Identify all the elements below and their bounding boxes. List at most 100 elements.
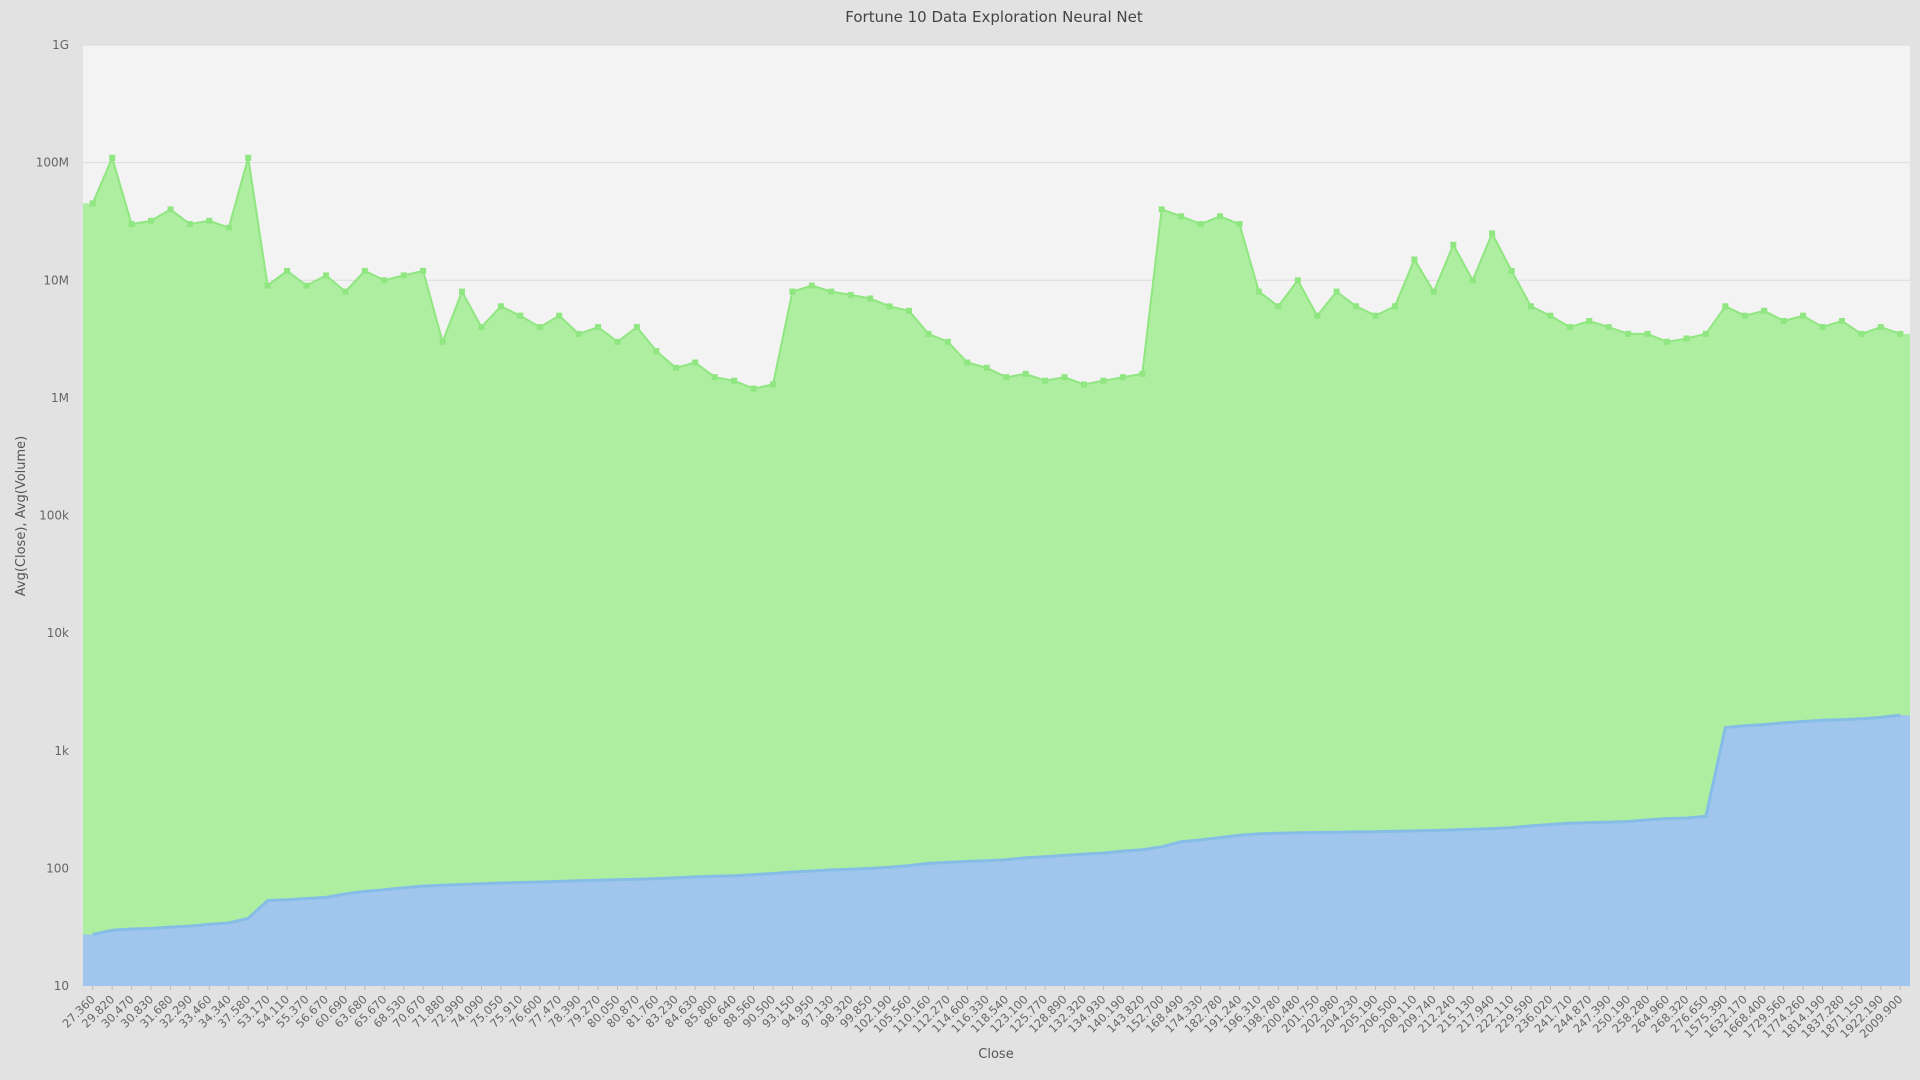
volume-point[interactable]: [1430, 288, 1437, 295]
volume-point[interactable]: [633, 324, 640, 331]
volume-point[interactable]: [1819, 324, 1826, 331]
volume-point[interactable]: [672, 364, 679, 371]
volume-point[interactable]: [1625, 330, 1632, 337]
close-series: [83, 713, 1910, 986]
volume-point[interactable]: [789, 288, 796, 295]
volume-point[interactable]: [439, 338, 446, 345]
volume-point[interactable]: [361, 267, 368, 274]
volume-point[interactable]: [575, 330, 582, 337]
volume-point[interactable]: [828, 288, 835, 295]
volume-point[interactable]: [303, 282, 310, 289]
volume-point[interactable]: [731, 377, 738, 384]
volume-point[interactable]: [400, 272, 407, 279]
volume-point[interactable]: [517, 312, 524, 319]
volume-point[interactable]: [89, 200, 96, 207]
volume-point[interactable]: [1197, 221, 1204, 228]
volume-point[interactable]: [264, 282, 271, 289]
volume-point[interactable]: [1294, 277, 1301, 284]
volume-point[interactable]: [1255, 288, 1262, 295]
volume-point[interactable]: [1489, 230, 1496, 237]
volume-point[interactable]: [1508, 267, 1515, 274]
volume-point[interactable]: [808, 282, 815, 289]
volume-point[interactable]: [653, 348, 660, 355]
volume-point[interactable]: [148, 217, 154, 224]
volume-point[interactable]: [1858, 330, 1865, 337]
volume-point[interactable]: [1450, 241, 1457, 248]
volume-point[interactable]: [1877, 324, 1884, 331]
volume-point[interactable]: [1333, 288, 1340, 295]
volume-point[interactable]: [1236, 221, 1243, 228]
volume-point[interactable]: [459, 288, 465, 295]
volume-point[interactable]: [1178, 213, 1185, 220]
volume-point[interactable]: [692, 359, 699, 366]
volume-point[interactable]: [284, 267, 291, 274]
volume-point[interactable]: [1391, 303, 1398, 310]
volume-point[interactable]: [1683, 335, 1690, 342]
volume-point[interactable]: [497, 303, 504, 310]
y-tick-label: 100: [46, 861, 69, 875]
volume-point[interactable]: [1722, 303, 1729, 310]
y-axis-ticks: 10 100 1k 10k 100k 1M 10M 100M 1G: [36, 38, 69, 993]
volume-point[interactable]: [206, 217, 213, 224]
volume-point[interactable]: [1839, 318, 1845, 324]
volume-point[interactable]: [944, 338, 951, 345]
volume-point[interactable]: [128, 221, 135, 228]
volume-point[interactable]: [420, 267, 427, 274]
volume-point[interactable]: [1042, 377, 1049, 384]
volume-point[interactable]: [595, 324, 602, 331]
volume-point[interactable]: [1897, 330, 1904, 337]
volume-point[interactable]: [245, 154, 252, 161]
volume-point[interactable]: [867, 295, 874, 302]
volume-point[interactable]: [342, 288, 349, 295]
volume-point[interactable]: [323, 272, 329, 279]
y-tick-label: 1G: [52, 38, 69, 52]
volume-point[interactable]: [1100, 377, 1107, 384]
volume-point[interactable]: [770, 381, 776, 388]
volume-point[interactable]: [1702, 330, 1709, 337]
volume-point[interactable]: [750, 385, 757, 392]
volume-point[interactable]: [711, 374, 718, 381]
volume-point[interactable]: [1081, 381, 1087, 388]
volume-point[interactable]: [1353, 303, 1360, 310]
volume-point[interactable]: [1217, 213, 1223, 220]
volume-point[interactable]: [1644, 330, 1651, 337]
volume-point[interactable]: [847, 291, 854, 298]
volume-point[interactable]: [964, 359, 971, 366]
volume-point[interactable]: [1528, 303, 1534, 310]
volume-point[interactable]: [1003, 374, 1010, 381]
volume-point[interactable]: [1605, 324, 1612, 331]
volume-point[interactable]: [1741, 312, 1748, 319]
volume-point[interactable]: [1275, 303, 1282, 310]
volume-point[interactable]: [556, 312, 563, 319]
volume-point[interactable]: [225, 224, 232, 231]
volume-point[interactable]: [1061, 374, 1068, 381]
volume-point[interactable]: [1664, 338, 1670, 345]
volume-point[interactable]: [1314, 312, 1321, 319]
y-tick-label: 10k: [47, 626, 69, 640]
volume-point[interactable]: [1411, 256, 1418, 263]
volume-point[interactable]: [186, 221, 193, 228]
volume-point[interactable]: [167, 206, 174, 213]
volume-point[interactable]: [1547, 312, 1554, 319]
volume-point[interactable]: [1566, 324, 1573, 331]
volume-point[interactable]: [478, 324, 485, 331]
volume-point[interactable]: [1372, 312, 1379, 319]
volume-point[interactable]: [1800, 312, 1807, 319]
volume-point[interactable]: [1119, 374, 1126, 381]
volume-point[interactable]: [614, 338, 621, 345]
volume-point[interactable]: [983, 364, 990, 371]
volume-point[interactable]: [1158, 206, 1165, 213]
volume-point[interactable]: [1469, 277, 1476, 284]
volume-point[interactable]: [1139, 370, 1146, 377]
volume-point[interactable]: [536, 324, 543, 331]
volume-point[interactable]: [109, 154, 116, 161]
volume-point[interactable]: [906, 307, 912, 314]
volume-point[interactable]: [1780, 318, 1787, 324]
volume-point[interactable]: [925, 330, 932, 337]
volume-point[interactable]: [886, 303, 893, 310]
volume-point[interactable]: [1022, 370, 1029, 377]
volume-point[interactable]: [1761, 307, 1768, 314]
volume-point[interactable]: [1586, 318, 1593, 324]
volume-point[interactable]: [381, 277, 388, 284]
